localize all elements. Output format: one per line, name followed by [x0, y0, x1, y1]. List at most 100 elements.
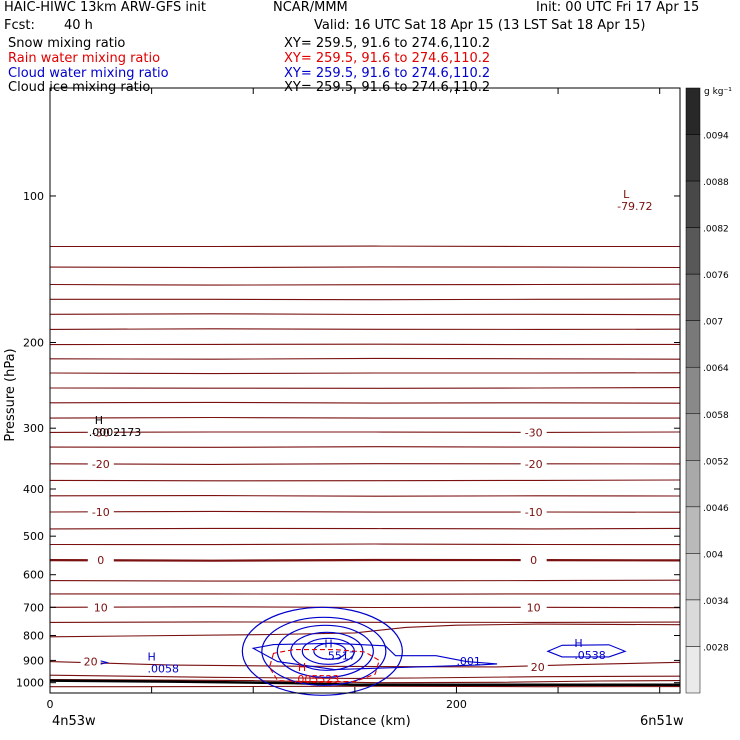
x-end-label-left: 4n53w: [52, 714, 96, 729]
isotherm-line: [49, 579, 681, 582]
field-xy-snow: XY= 259.5, 91.6 to 274.6,110.2: [284, 36, 491, 51]
isotherm-label-bg: [87, 506, 114, 519]
init-time: Init: 00 UTC Fri 17 Apr 15: [536, 0, 700, 15]
cloud-water-contour: [276, 624, 374, 678]
colorbar-segment: [685, 646, 701, 694]
y-tick-label: 600: [23, 569, 44, 582]
isotherm-label-bg: [520, 554, 547, 567]
isotherm-line: [49, 527, 681, 530]
plot-frame: [49, 87, 681, 694]
ice-center-label: H: [95, 414, 103, 427]
fcst-value: 40 h: [64, 18, 93, 33]
colorbar-unit: g kg⁻¹: [704, 87, 732, 97]
cloud-water-contour: [251, 642, 498, 671]
y-axis-label: Pressure (hPa): [3, 348, 18, 441]
isotherm-label-bg: [520, 601, 547, 614]
isotherm-line: [49, 678, 681, 684]
colorbar-segment: [685, 366, 701, 415]
ice-center-value: .0002173: [89, 426, 142, 439]
isotherm-label-bg: [80, 655, 101, 668]
isotherm-label-bg: [87, 601, 114, 614]
isotherm-label: 20: [531, 661, 545, 674]
cloud-water-center-label: H: [574, 637, 582, 650]
isotherm-line: [49, 606, 681, 609]
cloud-water-center-value: .0058: [148, 663, 180, 676]
colorbar-tick-label: .0058: [703, 411, 729, 421]
model-title: HAIC-HIWC 13km ARW-GFS init: [4, 0, 206, 15]
isotherm-line: [49, 495, 681, 497]
isotherm-label: -10: [92, 506, 110, 519]
colorbar-segment: [685, 599, 701, 647]
colorbar-segment: [685, 134, 701, 182]
isotherm-line: [49, 621, 681, 623]
isotherm-line: [49, 623, 681, 638]
colorbar-tick-label: .0094: [703, 132, 729, 142]
colorbar-tick-label: .007: [703, 318, 723, 328]
field-label-snow: Snow mixing ratio: [8, 36, 126, 51]
colorbar-tick-label: .0046: [703, 504, 729, 514]
colorbar-segment: [685, 553, 701, 601]
y-tick-label: 500: [23, 530, 44, 543]
ice-center-label: L: [623, 188, 630, 201]
isotherm-label: 0: [97, 554, 104, 567]
isotherm-line: [49, 372, 681, 375]
isotherm-line: [49, 510, 681, 513]
field-xy-cloudwater: XY= 259.5, 91.6 to 274.6,110.2: [284, 66, 491, 81]
field-label-rain: Rain water mixing ratio: [8, 51, 161, 66]
colorbar-segment: [685, 460, 701, 508]
cloud-water-contour: [241, 606, 403, 696]
isotherm-line: [49, 401, 681, 404]
isotherm-line: [49, 543, 681, 546]
y-tick-label: 1000: [16, 677, 44, 690]
isotherm-label-bg: [527, 660, 548, 673]
rain-water-center-value: .005523: [294, 673, 340, 686]
isotherm-line: [49, 266, 681, 269]
colorbar-segment: [685, 506, 701, 554]
isotherm-line: [49, 446, 681, 448]
colorbar-segment: [685, 413, 701, 461]
cloud-water-center-label: H: [148, 651, 156, 664]
cloud-water-contour: [261, 616, 387, 686]
colorbar-segment: [685, 227, 701, 275]
isotherm-line: [49, 479, 681, 482]
isotherm-label: 10: [94, 601, 108, 614]
colorbar-tick-label: .0082: [703, 225, 729, 235]
colorbar-tick-label: .0034: [703, 597, 729, 607]
isotherm-label-bg: [87, 554, 114, 567]
isotherm-label: 0: [530, 554, 537, 567]
isotherm-line: [49, 313, 681, 316]
y-tick-label: 200: [23, 336, 44, 349]
isotherm-label: -20: [525, 458, 543, 471]
isotherm-line: [49, 463, 681, 465]
isotherm-line: [49, 416, 680, 419]
field-label-cloudwater: Cloud water mixing ratio: [8, 66, 169, 81]
isotherm-label-bg: [520, 506, 547, 519]
rain-water-center-label: H: [298, 661, 306, 674]
y-tick-label: 300: [23, 422, 44, 435]
isotherm-line: [49, 685, 681, 688]
isotherm-line: [49, 328, 681, 330]
colorbar-segment: [685, 87, 701, 135]
x-tick-label: 200: [446, 698, 467, 711]
isotherm-label: -20: [92, 458, 110, 471]
y-tick-label: 400: [23, 483, 44, 496]
isotherm-label: 20: [84, 656, 98, 669]
colorbar-tick-label: .0076: [703, 271, 729, 281]
ice-center-value: -79.72: [617, 200, 652, 213]
colorbar-tick-label: .004: [703, 550, 723, 560]
isotherm-label: -30: [525, 426, 543, 439]
isotherm-label-bg: [520, 457, 547, 470]
x-axis-label: Distance (km): [319, 714, 410, 729]
cloud-water-contour: [546, 644, 627, 658]
isotherm-line: [49, 558, 681, 562]
colorbar-segment: [685, 180, 701, 228]
cloud-water-center-value: .5517: [324, 649, 356, 662]
colorbar-segment: [685, 320, 701, 368]
cloud-water-center-value: .001: [456, 655, 481, 668]
org-label: NCAR/MMM: [273, 0, 348, 15]
colorbar-tick-label: .0064: [703, 364, 729, 374]
colorbar-segment: [685, 273, 701, 321]
y-tick-label: 800: [23, 630, 44, 643]
colorbar-tick-label: .0028: [703, 643, 729, 653]
